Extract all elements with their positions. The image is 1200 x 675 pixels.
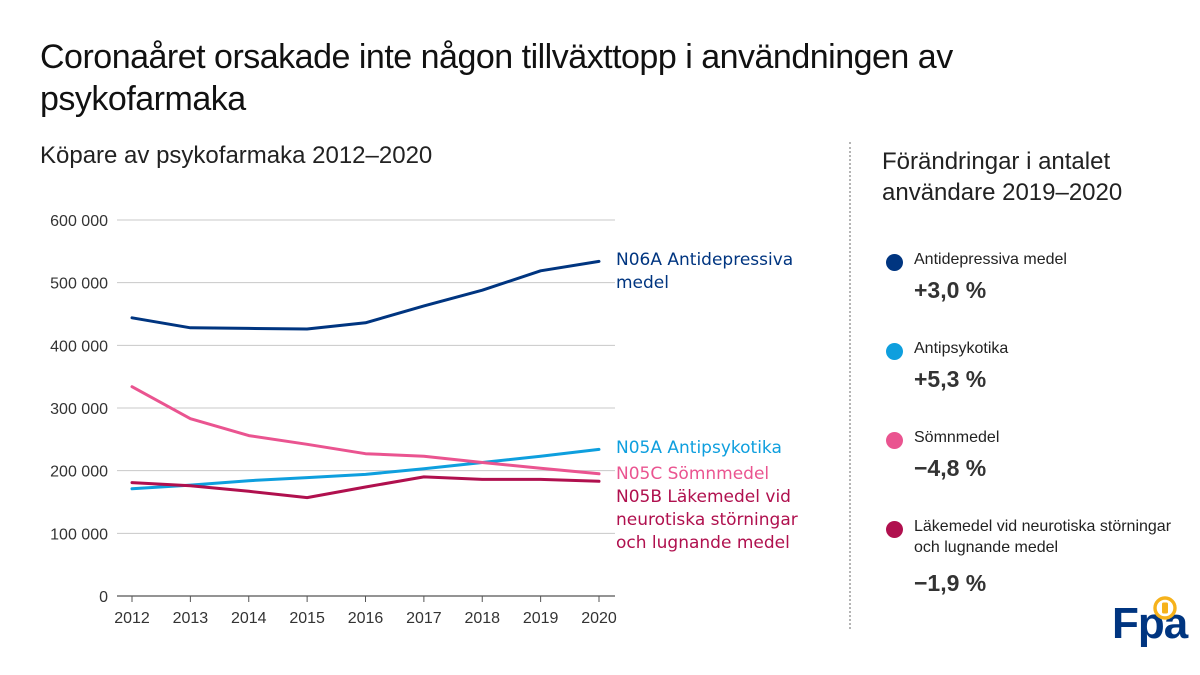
change-value: −4,8 % [914,455,987,481]
y-tick-label: 0 [99,589,108,606]
y-tick-label: 600 000 [50,213,108,230]
y-tick-label: 200 000 [50,464,108,481]
x-tick-label: 2018 [464,610,500,627]
hypnotics-dot-icon [886,432,903,449]
series-line-0 [130,259,601,331]
series-label: N05C Sömnmedel [616,464,769,484]
change-label: Sömnmedel [914,429,1000,446]
x-tick-label: 2012 [114,610,150,627]
fpa-badge-icon [1153,596,1177,620]
x-tick-label: 2019 [523,610,559,627]
change-label: Antidepressiva medel [914,251,1067,268]
line-chart: 0 100 000 200 000 300 000 400 000 500 000 600 … [50,213,798,627]
antipsychotics-dot-icon [886,343,903,360]
series-label-line: N05A Antipsykotika [616,438,782,458]
x-tick-label: 2017 [406,610,442,627]
x-tick-label: 2013 [173,610,209,627]
series-line-3 [130,475,601,500]
antidepressants-dot-icon [886,254,903,271]
anxiolytics-dot-icon [886,521,903,538]
x-tick-label: 2015 [289,610,325,627]
series-label-line: medel [616,273,669,293]
changes-panel-title: Förändringar i antalet användare 2019–20… [882,148,1123,206]
series-line-2 [130,385,601,476]
series-label: N05A Antipsykotika [616,438,782,458]
change-label: Läkemedel vid neurotiska störningar och … [914,518,1172,556]
series-label-line: N05C Sömnmedel [616,464,769,484]
x-tick-label: 2016 [348,610,384,627]
series-label: N06A Antidepressiva medel [616,250,793,293]
series-line-1 [130,447,601,491]
change-value: −1,9 % [914,570,987,596]
change-value: +5,3 % [914,366,987,392]
y-tick-label: 500 000 [50,276,108,293]
panel-divider [849,142,851,629]
series-label-line: och lugnande medel [616,533,790,553]
y-tick-label: 400 000 [50,338,108,355]
series-label-line: N06A Antidepressiva [616,250,793,270]
change-value: +3,0 % [914,277,987,303]
series-label: N05B Läkemedel vid neurotiska störningar o… [616,487,798,553]
series-label-line: N05B Läkemedel vid [616,487,791,507]
x-tick-label: 2020 [581,610,617,627]
chart-subtitle: Köpare av psykofarmaka 2012–2020 [40,142,433,169]
x-tick-label: 2014 [231,610,267,627]
series-label-line: neurotiska störningar [616,510,798,530]
change-label: Antipsykotika [914,340,1009,357]
y-tick-label: 100 000 [50,526,108,543]
chart-title: Coronaåret orsakade inte någon tillväxtt… [40,38,953,118]
y-tick-label: 300 000 [50,401,108,418]
